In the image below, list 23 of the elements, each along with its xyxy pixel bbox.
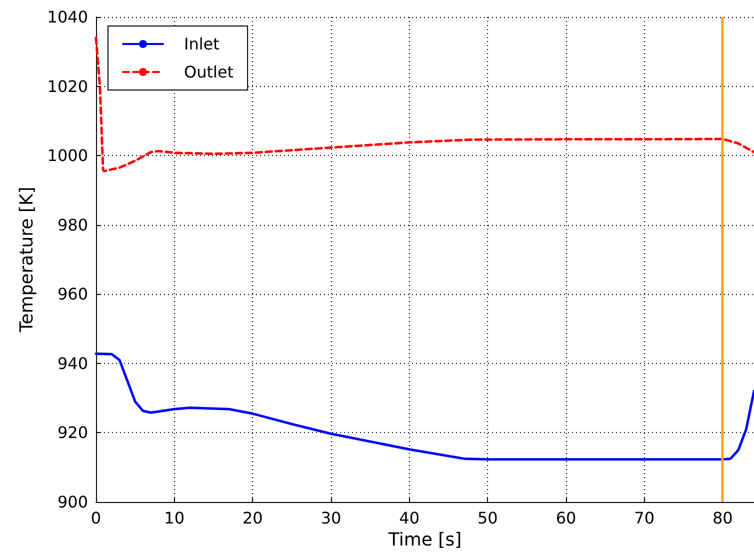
y-tick-label: 1020 xyxy=(47,76,88,96)
line-series xyxy=(94,36,754,172)
x-tick-label: 50 xyxy=(477,508,498,528)
x-tick-label: 40 xyxy=(399,508,420,528)
y-tick-label: 960 xyxy=(57,284,88,304)
y-axis-title: Temperature [K] xyxy=(16,186,38,334)
x-tick-label: 70 xyxy=(634,508,655,528)
x-tick-label: 60 xyxy=(556,508,576,528)
x-tick-label: 30 xyxy=(320,508,342,528)
y-tick-label: 980 xyxy=(57,215,88,234)
y-tick-label: 900 xyxy=(57,492,88,512)
y-tick-label: 1000 xyxy=(47,146,88,166)
y-tick-label: 1040 xyxy=(47,8,88,26)
y-tick-label: 920 xyxy=(57,423,88,442)
x-tick-label: 10 xyxy=(164,508,185,528)
x-tick-label: 20 xyxy=(242,508,263,528)
line-series xyxy=(94,352,754,461)
x-tick-label: 0 xyxy=(90,508,102,528)
x-axis-title: Time [s] xyxy=(387,529,462,550)
x-tick-label: 80 xyxy=(712,508,733,528)
legend-label: Inlet xyxy=(184,34,220,54)
y-tick-label: 940 xyxy=(57,354,88,373)
legend-label: Outlet xyxy=(184,62,234,82)
